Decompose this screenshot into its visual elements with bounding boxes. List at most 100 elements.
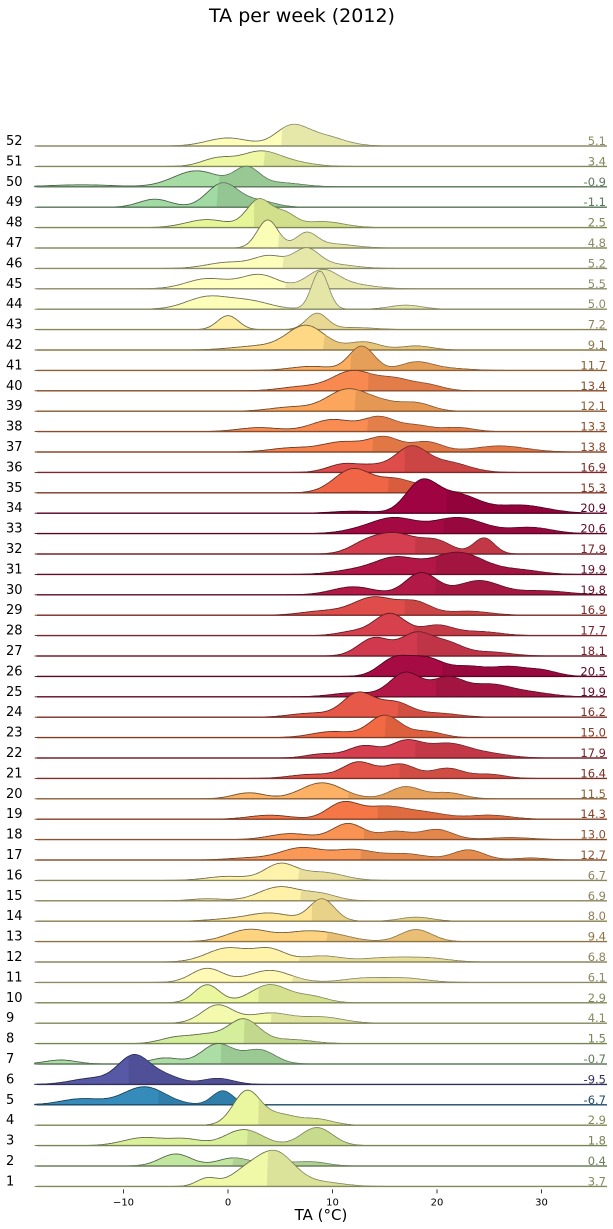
week-label: 41 xyxy=(6,358,23,373)
ridge-upper-shade xyxy=(417,631,605,656)
mean-label: -9.5 xyxy=(584,1072,606,1086)
week-label: 35 xyxy=(6,481,23,496)
week-label: 12 xyxy=(6,950,23,965)
ridge-week-4: 4 2.9 xyxy=(6,1089,607,1128)
ridge-area xyxy=(34,800,605,820)
ridge-week-20: 20 11.5 xyxy=(6,782,607,802)
week-label: 11 xyxy=(6,970,23,985)
ridge-week-33: 33 20.6 xyxy=(6,516,607,537)
mean-label: 2.9 xyxy=(588,991,606,1005)
week-label: 26 xyxy=(6,664,23,679)
ridge-week-17: 17 12.7 xyxy=(6,846,607,863)
x-tick-label: 20 xyxy=(431,1197,444,1208)
ridge-area xyxy=(34,388,605,412)
mean-label: 19.9 xyxy=(580,562,606,576)
ridge-week-28: 28 17.7 xyxy=(6,612,607,639)
mean-label: 15.0 xyxy=(580,726,606,740)
mean-label: 9.1 xyxy=(588,338,606,352)
ridge-week-31: 31 19.9 xyxy=(6,551,607,577)
ridge-area xyxy=(34,928,605,943)
mean-label: 15.3 xyxy=(580,481,606,495)
ridge-week-14: 14 8.0 xyxy=(6,898,607,924)
ridge-week-40: 40 13.4 xyxy=(6,369,607,394)
mean-label: 19.9 xyxy=(580,685,606,699)
ridge-week-37: 37 13.8 xyxy=(6,435,607,455)
week-label: 25 xyxy=(6,685,23,700)
mean-label: 20.6 xyxy=(580,522,606,536)
ridge-upper-shade xyxy=(157,1090,605,1105)
ridge-area xyxy=(34,1054,605,1085)
ridge-upper-shade xyxy=(384,715,605,738)
ridge-week-34: 34 20.9 xyxy=(6,478,607,516)
ridge-upper-shade xyxy=(363,828,605,840)
ridge-area xyxy=(34,714,605,739)
ridge-week-32: 32 17.9 xyxy=(6,531,607,557)
x-tick-label: 0 xyxy=(225,1197,231,1208)
week-label: 28 xyxy=(6,624,23,639)
week-label: 33 xyxy=(6,522,23,537)
week-label: 31 xyxy=(6,562,23,577)
mean-label: 20.5 xyxy=(580,664,606,678)
ridge-upper-shade xyxy=(326,929,605,942)
ridge-week-44: 44 5.0 xyxy=(6,270,607,312)
mean-label: 2.9 xyxy=(588,1113,606,1127)
ridge-upper-shade xyxy=(280,271,605,310)
mean-label: 1.8 xyxy=(588,1134,606,1148)
mean-label: 13.0 xyxy=(580,828,606,842)
mean-label: 7.2 xyxy=(588,318,606,332)
mean-label: 11.7 xyxy=(580,358,606,372)
ridge-week-10: 10 2.9 xyxy=(6,984,607,1006)
mean-label: 13.4 xyxy=(580,379,606,393)
week-label: 4 xyxy=(6,1113,14,1128)
ridge-upper-shade xyxy=(281,124,605,146)
week-label: 37 xyxy=(6,440,23,455)
ridge-upper-shade xyxy=(443,517,605,534)
ridge-upper-shade xyxy=(412,624,605,636)
ridge-upper-shade xyxy=(282,247,605,269)
ridge-upper-shade xyxy=(303,313,605,330)
week-label: 22 xyxy=(6,746,23,761)
mean-label: -0.7 xyxy=(584,1052,606,1066)
ridge-area xyxy=(34,165,605,188)
ridge-upper-shade xyxy=(220,1043,605,1064)
week-label: 18 xyxy=(6,828,23,843)
mean-label: 12.7 xyxy=(580,848,606,862)
mean-label: 3.7 xyxy=(588,1174,606,1188)
week-label: 50 xyxy=(6,175,23,190)
ridges-group: 52 5.151 3.450 -0.949 -1.148 2.547 4.846 5.245 5… xyxy=(6,123,607,1189)
mean-label: 19.8 xyxy=(580,583,606,597)
ridge-upper-shade xyxy=(258,1098,605,1126)
week-label: 51 xyxy=(6,154,23,169)
ridge-week-8: 8 1.5 xyxy=(6,1018,607,1047)
ridge-week-11: 11 6.1 xyxy=(6,967,607,985)
ridge-week-9: 9 4.1 xyxy=(6,1004,607,1026)
ridge-area xyxy=(34,761,605,779)
mean-label: 5.0 xyxy=(588,297,606,311)
ridge-upper-shade xyxy=(434,578,605,595)
ridge-upper-shade xyxy=(218,166,605,187)
ridge-upper-shade xyxy=(246,1127,605,1146)
week-label: 29 xyxy=(6,603,23,618)
mean-label: 18.1 xyxy=(580,644,606,658)
ridge-week-29: 29 16.9 xyxy=(6,596,607,618)
mean-label: 4.8 xyxy=(588,236,606,250)
ridge-week-18: 18 13.0 xyxy=(6,822,607,843)
mean-label: 6.9 xyxy=(588,889,606,903)
ridge-area xyxy=(34,415,605,433)
ridge-week-25: 25 19.9 xyxy=(6,671,607,700)
mean-label: -0.9 xyxy=(584,175,606,189)
week-label: 36 xyxy=(6,460,23,475)
ridge-week-2: 2 0.4 xyxy=(6,1153,607,1169)
ridge-week-38: 38 13.3 xyxy=(6,415,607,435)
ridge-week-15: 15 6.9 xyxy=(6,886,607,904)
ridge-week-52: 52 5.1 xyxy=(6,123,607,149)
ridge-week-51: 51 3.4 xyxy=(6,150,607,169)
ridge-week-30: 30 19.8 xyxy=(6,571,607,598)
ridge-upper-shade xyxy=(232,1157,605,1166)
week-label: 39 xyxy=(6,399,23,414)
week-label: 19 xyxy=(6,807,23,822)
week-label: 45 xyxy=(6,277,23,292)
week-label: 9 xyxy=(6,1011,14,1026)
ridge-upper-shade xyxy=(372,436,605,452)
ridge-upper-shade xyxy=(323,334,605,350)
